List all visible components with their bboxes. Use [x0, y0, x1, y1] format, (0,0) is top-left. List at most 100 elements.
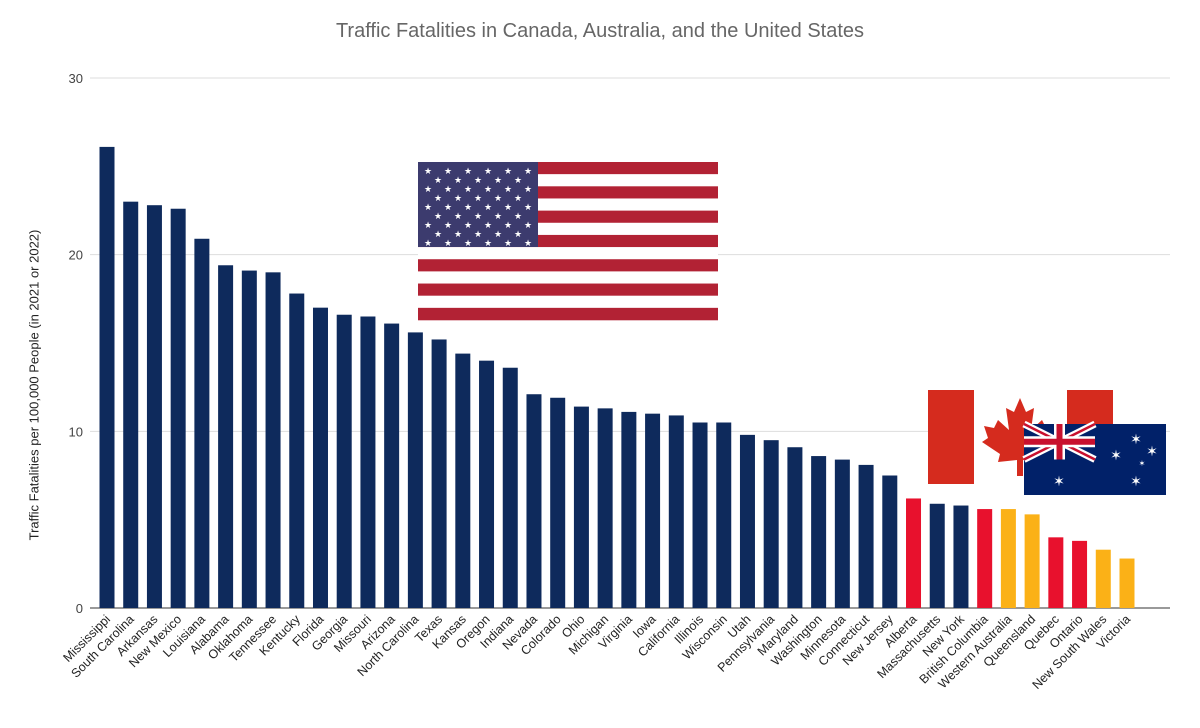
- bar: [716, 422, 732, 608]
- bar: [597, 408, 613, 608]
- bar: [479, 360, 495, 608]
- svg-text:★: ★: [464, 202, 472, 212]
- svg-text:★: ★: [514, 229, 522, 239]
- bar: [906, 498, 922, 608]
- bar: [407, 332, 423, 608]
- bar: [573, 406, 589, 608]
- svg-text:★: ★: [474, 193, 482, 203]
- svg-text:✶: ✶: [1130, 431, 1142, 447]
- svg-text:★: ★: [474, 211, 482, 221]
- bar: [170, 208, 186, 608]
- bar: [384, 323, 400, 608]
- svg-text:★: ★: [494, 211, 502, 221]
- y-tick-label: 20: [69, 248, 83, 263]
- svg-text:★: ★: [444, 220, 452, 230]
- bar: [882, 475, 898, 608]
- bar: [455, 353, 471, 608]
- svg-text:★: ★: [464, 238, 472, 248]
- svg-text:★: ★: [484, 166, 492, 176]
- bar: [526, 394, 542, 608]
- svg-text:★: ★: [434, 175, 442, 185]
- svg-text:★: ★: [464, 166, 472, 176]
- svg-text:★: ★: [524, 202, 532, 212]
- bar: [1095, 549, 1111, 608]
- svg-text:★: ★: [424, 220, 432, 230]
- svg-text:★: ★: [514, 175, 522, 185]
- bar: [360, 316, 376, 608]
- svg-text:★: ★: [444, 202, 452, 212]
- y-tick-label: 0: [76, 601, 83, 616]
- bar: [763, 440, 779, 608]
- svg-text:★: ★: [454, 211, 462, 221]
- svg-text:★: ★: [504, 220, 512, 230]
- bar: [1072, 540, 1088, 608]
- bar: [289, 293, 305, 608]
- bar: [146, 205, 162, 608]
- bar: [1048, 537, 1064, 608]
- svg-text:★: ★: [474, 175, 482, 185]
- svg-text:★: ★: [504, 238, 512, 248]
- svg-text:★: ★: [444, 166, 452, 176]
- bar: [811, 456, 827, 608]
- y-tick-label: 10: [69, 424, 83, 439]
- svg-text:✶: ✶: [1139, 459, 1146, 468]
- bar: [336, 314, 352, 608]
- bar: [645, 413, 661, 608]
- svg-text:★: ★: [484, 220, 492, 230]
- bar: [312, 307, 328, 608]
- bar: [834, 459, 850, 608]
- us-flag-icon: ★ ★ ★ ★ ★ ★★ ★ ★ ★ ★★ ★ ★ ★ ★ ★★ ★ ★ ★ ★★ ★ ★ ★ ★ ★★ ★ ★ ★ ★★ ★ ★ ★ ★ ★★…: [418, 162, 718, 321]
- svg-text:★: ★: [504, 184, 512, 194]
- bar: [787, 447, 803, 608]
- bar: [977, 509, 993, 608]
- svg-text:★: ★: [494, 229, 502, 239]
- bar: [502, 367, 518, 608]
- svg-text:★: ★: [424, 184, 432, 194]
- svg-text:★: ★: [524, 238, 532, 248]
- svg-text:★: ★: [434, 229, 442, 239]
- svg-text:★: ★: [484, 202, 492, 212]
- svg-text:★: ★: [514, 211, 522, 221]
- bar: [1000, 509, 1016, 608]
- svg-text:★: ★: [514, 193, 522, 203]
- svg-text:★: ★: [424, 238, 432, 248]
- svg-text:★: ★: [504, 166, 512, 176]
- svg-text:✶: ✶: [1053, 473, 1065, 489]
- svg-text:★: ★: [424, 202, 432, 212]
- bar: [241, 270, 257, 608]
- svg-text:★: ★: [494, 175, 502, 185]
- svg-text:★: ★: [474, 229, 482, 239]
- bar: [123, 201, 139, 608]
- svg-text:★: ★: [454, 229, 462, 239]
- bar: [621, 411, 637, 608]
- svg-text:★: ★: [504, 202, 512, 212]
- bar: [929, 503, 945, 608]
- svg-text:★: ★: [484, 238, 492, 248]
- svg-text:✶: ✶: [1146, 443, 1158, 459]
- svg-text:★: ★: [444, 184, 452, 194]
- bar: [1119, 558, 1135, 608]
- bar: [194, 238, 210, 608]
- bar: [550, 397, 566, 608]
- svg-text:★: ★: [454, 175, 462, 185]
- svg-text:✶: ✶: [1110, 447, 1122, 463]
- bar: [99, 146, 115, 608]
- bar: [431, 339, 447, 608]
- svg-text:★: ★: [444, 238, 452, 248]
- svg-text:★: ★: [524, 166, 532, 176]
- svg-text:★: ★: [464, 220, 472, 230]
- bar: [668, 415, 684, 608]
- svg-text:★: ★: [454, 193, 462, 203]
- svg-text:★: ★: [464, 184, 472, 194]
- bar: [692, 422, 708, 608]
- svg-text:★: ★: [524, 184, 532, 194]
- bar: [1024, 514, 1040, 608]
- svg-text:★: ★: [434, 211, 442, 221]
- chart-title: Traffic Fatalities in Canada, Australia,…: [335, 20, 865, 42]
- svg-text:★: ★: [484, 184, 492, 194]
- svg-text:★: ★: [424, 166, 432, 176]
- y-tick-label: 30: [69, 71, 83, 86]
- bar: [858, 464, 874, 608]
